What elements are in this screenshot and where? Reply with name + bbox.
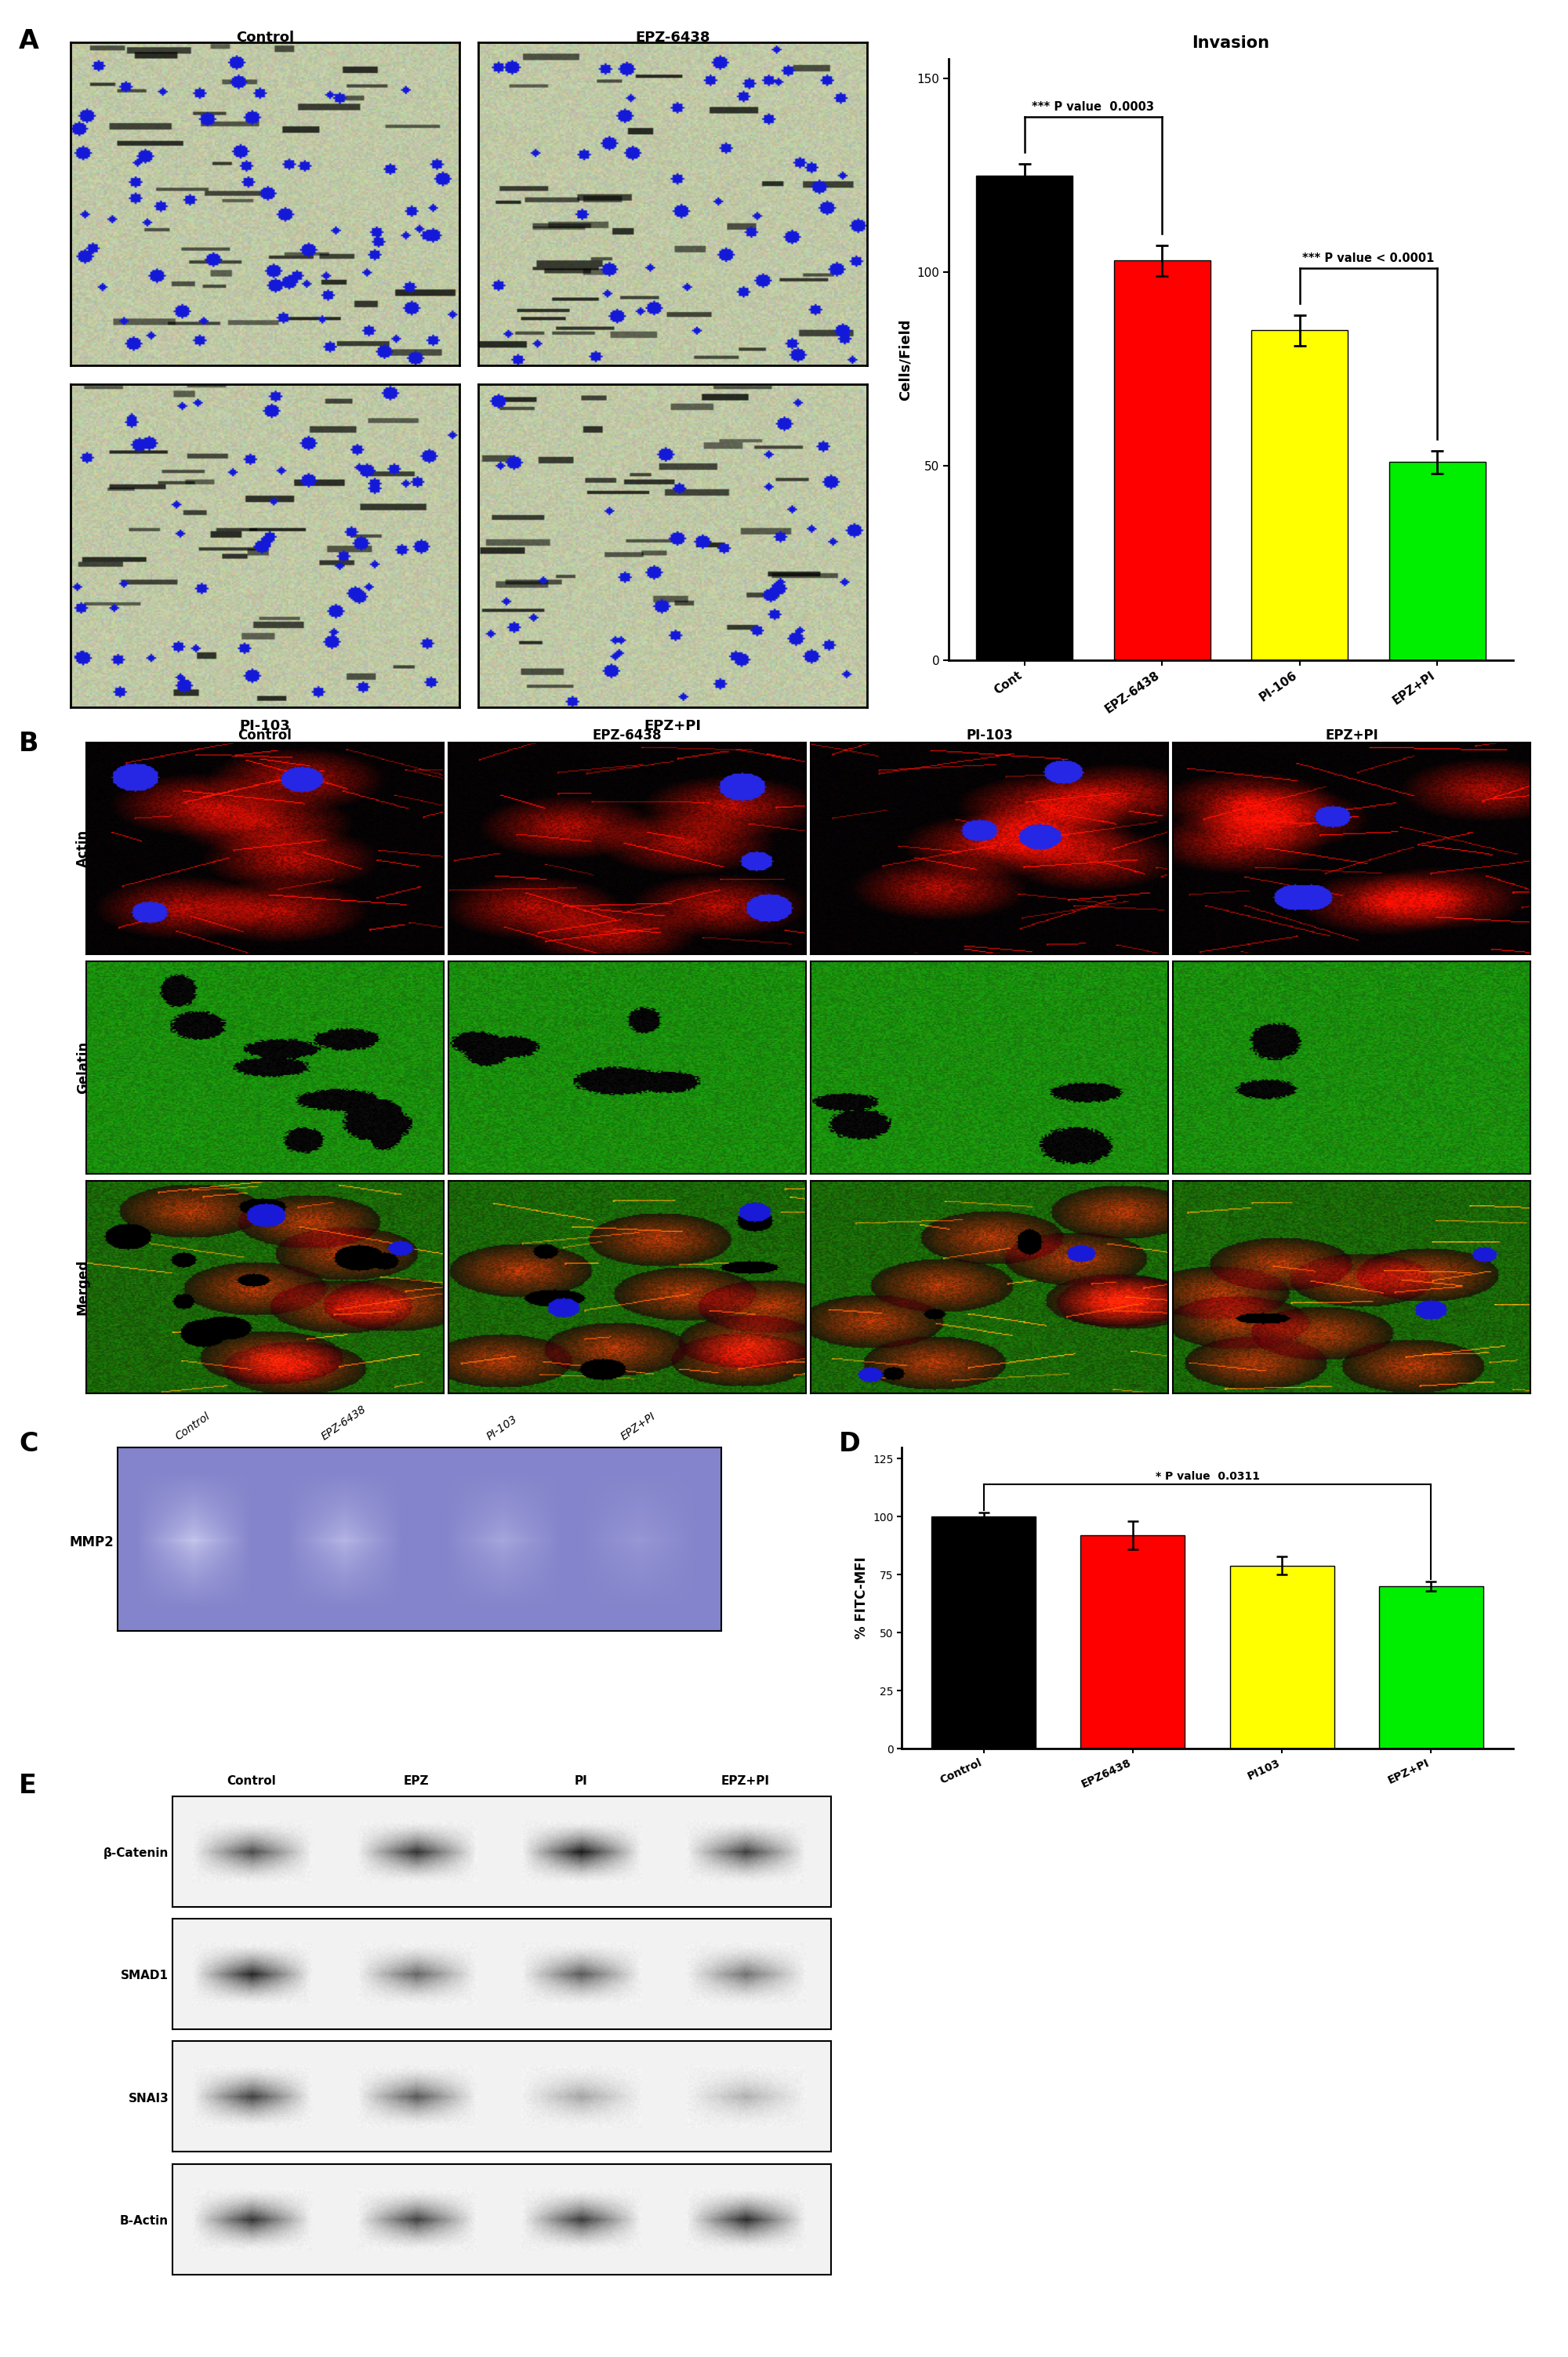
Y-axis label: Actin: Actin	[75, 830, 89, 867]
Bar	[1378, 1586, 1483, 1749]
Title: Invasion: Invasion	[1192, 35, 1270, 52]
Title: Control: Control	[238, 728, 292, 742]
Text: EPZ-6438: EPZ-6438	[320, 1405, 368, 1442]
Text: *** P value < 0.0001: *** P value < 0.0001	[1303, 252, 1435, 264]
Text: E: E	[19, 1772, 36, 1798]
Text: D: D	[839, 1431, 861, 1457]
Text: PI: PI	[574, 1775, 588, 1787]
Text: EPZ-6438: EPZ-6438	[635, 31, 710, 45]
Text: PI-103: PI-103	[240, 719, 290, 733]
Y-axis label: Gelatin: Gelatin	[75, 1042, 89, 1094]
Text: C: C	[19, 1431, 38, 1457]
Text: * P value  0.0311: * P value 0.0311	[1156, 1471, 1259, 1483]
Text: Control: Control	[174, 1412, 212, 1442]
Title: EPZ-6438: EPZ-6438	[593, 728, 662, 742]
Text: B: B	[19, 731, 39, 757]
Text: PI-103: PI-103	[485, 1414, 519, 1442]
Bar	[1229, 1565, 1334, 1749]
Text: Control: Control	[227, 1775, 276, 1787]
Bar	[931, 1518, 1036, 1749]
Y-axis label: Merged: Merged	[75, 1259, 89, 1315]
Title: PI-103: PI-103	[966, 728, 1013, 742]
Y-axis label: % FITC-MFI: % FITC-MFI	[855, 1558, 869, 1638]
Text: *** P value  0.0003: *** P value 0.0003	[1032, 101, 1154, 113]
Bar	[1389, 462, 1485, 660]
Text: Control: Control	[235, 31, 295, 45]
Y-axis label: Cells/Field: Cells/Field	[898, 318, 913, 401]
Bar	[1113, 262, 1210, 660]
Bar	[1080, 1534, 1185, 1749]
Bar	[977, 174, 1073, 660]
Text: EPZ+PI: EPZ+PI	[619, 1412, 657, 1442]
Text: EPZ+PI: EPZ+PI	[644, 719, 701, 733]
Text: EPZ: EPZ	[403, 1775, 430, 1787]
Title: EPZ+PI: EPZ+PI	[1325, 728, 1378, 742]
Text: EPZ+PI: EPZ+PI	[721, 1775, 770, 1787]
Bar	[1251, 330, 1348, 660]
Text: A: A	[19, 28, 39, 54]
